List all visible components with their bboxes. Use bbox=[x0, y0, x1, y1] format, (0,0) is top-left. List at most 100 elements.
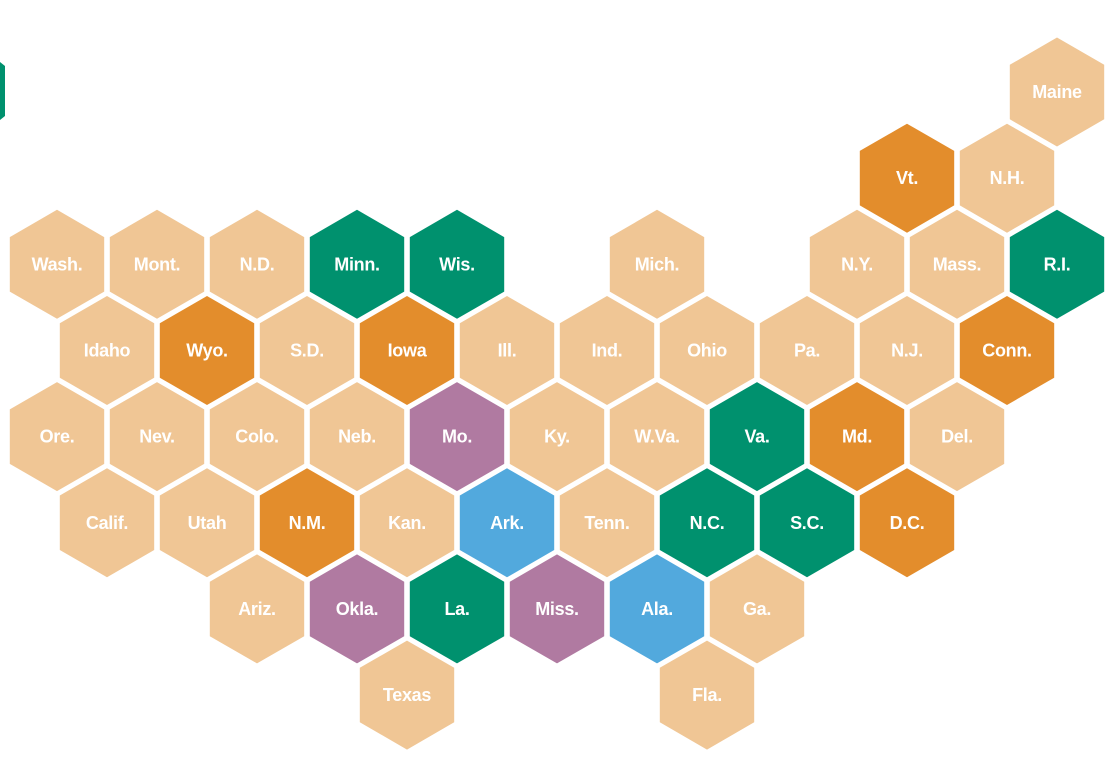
hex-tile bbox=[309, 554, 405, 664]
hex-tile bbox=[559, 296, 655, 405]
state-tile-r-i: R.I. bbox=[1009, 209, 1105, 319]
state-label: Ariz. bbox=[238, 599, 276, 619]
state-label: N.H. bbox=[990, 168, 1025, 188]
hex-tile bbox=[59, 468, 155, 578]
state-tile-n-m: N.M. bbox=[259, 468, 355, 578]
state-label: Idaho bbox=[84, 340, 131, 360]
state-tile-ohio: Ohio bbox=[659, 296, 755, 405]
state-tile-okla: Okla. bbox=[309, 554, 405, 664]
state-tile-wis: Wis. bbox=[409, 209, 505, 319]
state-tile-ark: Ark. bbox=[459, 468, 555, 578]
state-tile-ill: Ill. bbox=[459, 296, 555, 405]
hex-tile bbox=[509, 554, 605, 664]
state-tile-n-d: N.D. bbox=[209, 209, 305, 319]
hex-tile bbox=[709, 554, 805, 664]
state-label: N.M. bbox=[289, 513, 326, 533]
state-tile-conn: Conn. bbox=[959, 296, 1055, 405]
hex-tile bbox=[209, 554, 305, 664]
state-label: Ky. bbox=[544, 427, 570, 447]
state-label: Wyo. bbox=[186, 340, 227, 360]
state-label: Tenn. bbox=[584, 513, 629, 533]
state-tile-la: La. bbox=[409, 554, 505, 664]
state-label: Ark. bbox=[490, 513, 524, 533]
state-tile-ore: Ore. bbox=[9, 382, 105, 492]
hex-tile bbox=[909, 209, 1005, 319]
hex-tile bbox=[59, 296, 155, 405]
hex-tile bbox=[859, 296, 955, 405]
hex-tile bbox=[759, 468, 855, 578]
hex-tile bbox=[259, 468, 355, 578]
state-label: Ore. bbox=[40, 427, 75, 447]
hex-tile bbox=[659, 296, 755, 405]
state-label: Mo. bbox=[442, 427, 472, 447]
state-tile-wash: Wash. bbox=[9, 209, 105, 319]
state-tile-iowa: Iowa bbox=[359, 296, 455, 405]
state-tile-tenn: Tenn. bbox=[559, 468, 655, 578]
state-label: Del. bbox=[941, 427, 973, 447]
state-tile-n-j: N.J. bbox=[859, 296, 955, 405]
state-label: S.D. bbox=[290, 340, 324, 360]
hex-tile bbox=[359, 468, 455, 578]
hex-tile bbox=[9, 382, 105, 492]
hex-tile bbox=[409, 382, 505, 492]
hex-tile bbox=[209, 382, 305, 492]
state-label: Utah bbox=[188, 513, 227, 533]
hex-tile bbox=[1009, 209, 1105, 319]
state-label: N.C. bbox=[690, 513, 725, 533]
state-label: Wash. bbox=[32, 254, 83, 274]
legend-swatch bbox=[0, 62, 5, 120]
hex-tile bbox=[359, 296, 455, 405]
state-label: Wis. bbox=[439, 254, 475, 274]
hex-tile bbox=[259, 296, 355, 405]
hex-tile bbox=[909, 382, 1005, 492]
hex-tile bbox=[859, 468, 955, 578]
hex-tile bbox=[1009, 37, 1105, 147]
state-label: Ill. bbox=[498, 340, 517, 360]
hex-tile bbox=[659, 640, 755, 750]
hex-tile bbox=[409, 554, 505, 664]
state-tile-pa: Pa. bbox=[759, 296, 855, 405]
hex-tile bbox=[859, 123, 955, 233]
state-label: N.Y. bbox=[841, 254, 873, 274]
state-tile-del: Del. bbox=[909, 382, 1005, 492]
hex-tile bbox=[959, 296, 1055, 405]
state-tile-nev: Nev. bbox=[109, 382, 205, 492]
state-tile-n-h: N.H. bbox=[959, 123, 1055, 233]
state-label: Md. bbox=[842, 427, 872, 447]
hex-tile bbox=[759, 296, 855, 405]
state-tile-ind: Ind. bbox=[559, 296, 655, 405]
state-label: Fla. bbox=[692, 685, 722, 705]
state-label: S.C. bbox=[790, 513, 824, 533]
state-tile-mont: Mont. bbox=[109, 209, 205, 319]
state-label: Mich. bbox=[635, 254, 680, 274]
state-label: La. bbox=[444, 599, 469, 619]
state-label: R.I. bbox=[1044, 254, 1071, 274]
state-tile-d-c: D.C. bbox=[859, 468, 955, 578]
state-tile-s-d: S.D. bbox=[259, 296, 355, 405]
hex-tile bbox=[309, 382, 405, 492]
hex-tile bbox=[559, 468, 655, 578]
state-tile-minn: Minn. bbox=[309, 209, 405, 319]
state-label: Maine bbox=[1032, 82, 1082, 102]
state-label: Iowa bbox=[388, 340, 428, 360]
hex-tile bbox=[309, 209, 405, 319]
hex-tile bbox=[809, 382, 905, 492]
hex-tile bbox=[159, 296, 255, 405]
state-tile-s-c: S.C. bbox=[759, 468, 855, 578]
state-tile-kan: Kan. bbox=[359, 468, 455, 578]
state-tile-mo: Mo. bbox=[409, 382, 505, 492]
hex-tile bbox=[359, 640, 455, 750]
state-label: Conn. bbox=[982, 340, 1032, 360]
state-label: Va. bbox=[744, 427, 769, 447]
state-label: Ala. bbox=[641, 599, 673, 619]
hex-tile bbox=[159, 468, 255, 578]
hex-tile bbox=[709, 382, 805, 492]
state-tile-fla: Fla. bbox=[659, 640, 755, 750]
state-label: Minn. bbox=[334, 254, 380, 274]
state-tile-w-va: W.Va. bbox=[609, 382, 705, 492]
hex-tile bbox=[609, 554, 705, 664]
state-label: N.D. bbox=[240, 254, 275, 274]
hex-tile bbox=[409, 209, 505, 319]
state-tile-ariz: Ariz. bbox=[209, 554, 305, 664]
